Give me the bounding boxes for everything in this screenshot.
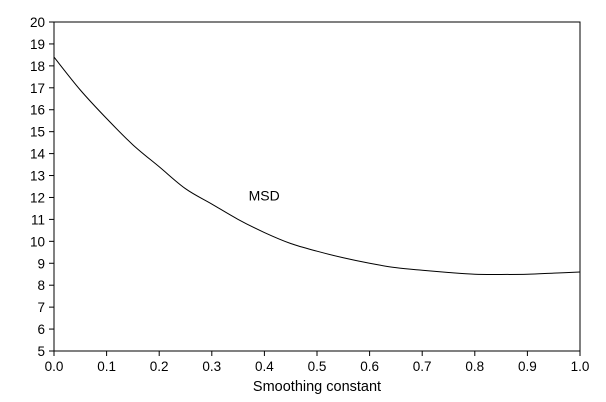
series-annotation-label: MSD: [249, 187, 280, 203]
y-tick-label: 15: [30, 125, 45, 140]
y-tick-label: 8: [37, 278, 45, 293]
x-tick-label: 0.4: [255, 359, 274, 374]
y-tick-label: 5: [37, 344, 45, 359]
x-tick-label: 0.5: [308, 359, 327, 374]
x-tick-label: 0.1: [97, 359, 116, 374]
x-axis-title: Smoothing constant: [253, 379, 381, 395]
x-tick-label: 1.0: [571, 359, 590, 374]
y-tick-label: 17: [30, 81, 45, 96]
y-tick-label: 14: [30, 147, 46, 162]
x-tick-label: 0.7: [413, 359, 432, 374]
x-axis-ticks: 0.0 0.1 0.2 0.3 0.4 0.5 0.6 0.7 0.8 0.9 1.0: [45, 351, 590, 374]
series-line-msd: [53, 56, 581, 275]
annotation-layer: MSD: [249, 187, 280, 203]
y-tick-label: 11: [31, 212, 45, 227]
x-tick-label: 0.2: [150, 359, 169, 374]
y-tick-label: 10: [30, 234, 45, 249]
y-tick-label: 12: [30, 190, 45, 205]
y-tick-label: 19: [30, 37, 45, 52]
y-tick-label: 18: [30, 59, 45, 74]
x-tick-label: 0.3: [202, 359, 221, 374]
series-layer: [53, 56, 581, 275]
y-tick-label: 13: [30, 169, 45, 184]
x-tick-label: 0.0: [45, 359, 64, 374]
y-tick-label: 20: [30, 15, 45, 30]
y-axis-ticks: 5 6 7 8 9 10 11 12 13 14 15 16 17 18 19 20: [30, 15, 54, 359]
y-tick-label: 7: [37, 300, 45, 315]
x-tick-label: 0.8: [465, 359, 484, 374]
y-tick-label: 9: [37, 256, 45, 271]
x-tick-label: 0.9: [518, 359, 537, 374]
x-tick-label: 0.6: [360, 359, 379, 374]
y-tick-label: 16: [30, 103, 45, 118]
plot-area-frame: [53, 21, 581, 352]
y-tick-label: 6: [37, 322, 45, 337]
